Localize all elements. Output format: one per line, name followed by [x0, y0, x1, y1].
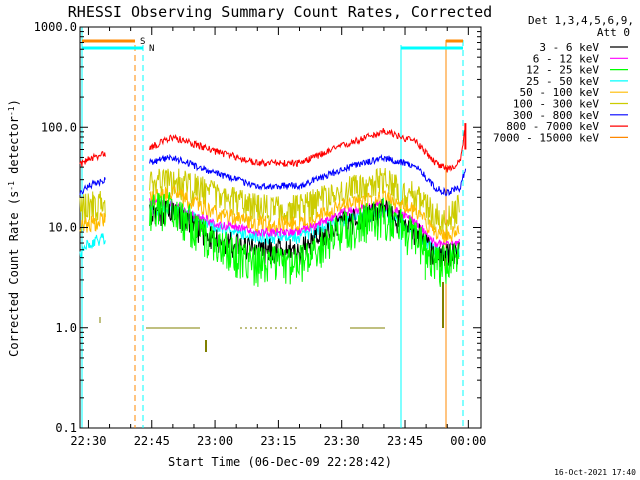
y-axis-title-mid: detector: [7, 116, 21, 181]
y-axis-title-sup1: -1: [7, 181, 16, 191]
y-tick-label: 10.0: [48, 221, 77, 235]
legend-label: 25 - 50 keV: [526, 75, 599, 88]
series-path: [149, 198, 460, 250]
x-tick-label: 23:45: [387, 434, 423, 448]
series-path: [79, 167, 460, 237]
y-axis-title-sup2: -1: [7, 106, 16, 116]
legend-header-line2: Att 0: [597, 26, 630, 39]
legend-label: 12 - 25 keV: [526, 64, 599, 77]
legend-label: 300 - 800 keV: [513, 109, 599, 122]
x-tick-label: 22:30: [70, 434, 106, 448]
y-tick-label: 1.0: [55, 321, 77, 335]
legend-label: 50 - 100 keV: [520, 86, 600, 99]
series-path: [79, 153, 467, 197]
series-line: [149, 198, 460, 250]
saa-flag-label: S: [140, 37, 145, 47]
x-tick-label: 23:00: [197, 434, 233, 448]
chart-title: RHESSI Observing Summary Count Rates, Co…: [68, 3, 492, 21]
timestamp: 16-Oct-2021 17:40: [554, 468, 636, 477]
y-tick-label: 100.0: [41, 120, 77, 134]
x-tick-label: 00:00: [450, 434, 486, 448]
x-tick-label: 23:30: [324, 434, 360, 448]
series-layer: [79, 123, 467, 287]
series-line: [79, 185, 460, 246]
legend-label: 100 - 300 keV: [513, 98, 599, 111]
x-tick-label: 22:45: [134, 434, 170, 448]
y-axis: 0.1 1.0 10.0 100.0 1000.0: [34, 20, 481, 435]
state-lines: S N: [81, 27, 464, 428]
night-flag-label: N: [149, 44, 154, 54]
x-axis: 22:30 22:45 23:00 23:15 23:30 23:45 00:00: [70, 27, 486, 448]
x-tick-label: 23:15: [260, 434, 296, 448]
y-tick-label: 0.1: [55, 421, 77, 435]
legend-label: 3 - 6 keV: [539, 41, 599, 54]
series-path: [149, 192, 460, 287]
x-axis-title: Start Time (06-Dec-09 22:28:42): [168, 455, 392, 469]
legend-label: 800 - 7000 keV: [506, 120, 599, 133]
series-line: [79, 127, 466, 173]
series-line: [149, 192, 460, 287]
series-path: [79, 127, 466, 173]
series-path: [79, 185, 460, 246]
y-axis-title: Corrected Count Rate (s-1 detector-1): [7, 99, 22, 357]
series-line: [79, 153, 467, 197]
y-tick-label: 1000.0: [34, 20, 77, 34]
legend-header-line1: Det 1,3,4,5,6,9,: [528, 14, 634, 27]
y-axis-title-main: Corrected Count Rate (s: [7, 191, 21, 357]
series-line: [79, 167, 460, 237]
legend-label: 7000 - 15000 keV: [493, 131, 599, 144]
olive-markers: [99, 282, 444, 352]
y-axis-title-end: ): [7, 99, 21, 106]
legend-label: 6 - 12 keV: [533, 52, 600, 65]
